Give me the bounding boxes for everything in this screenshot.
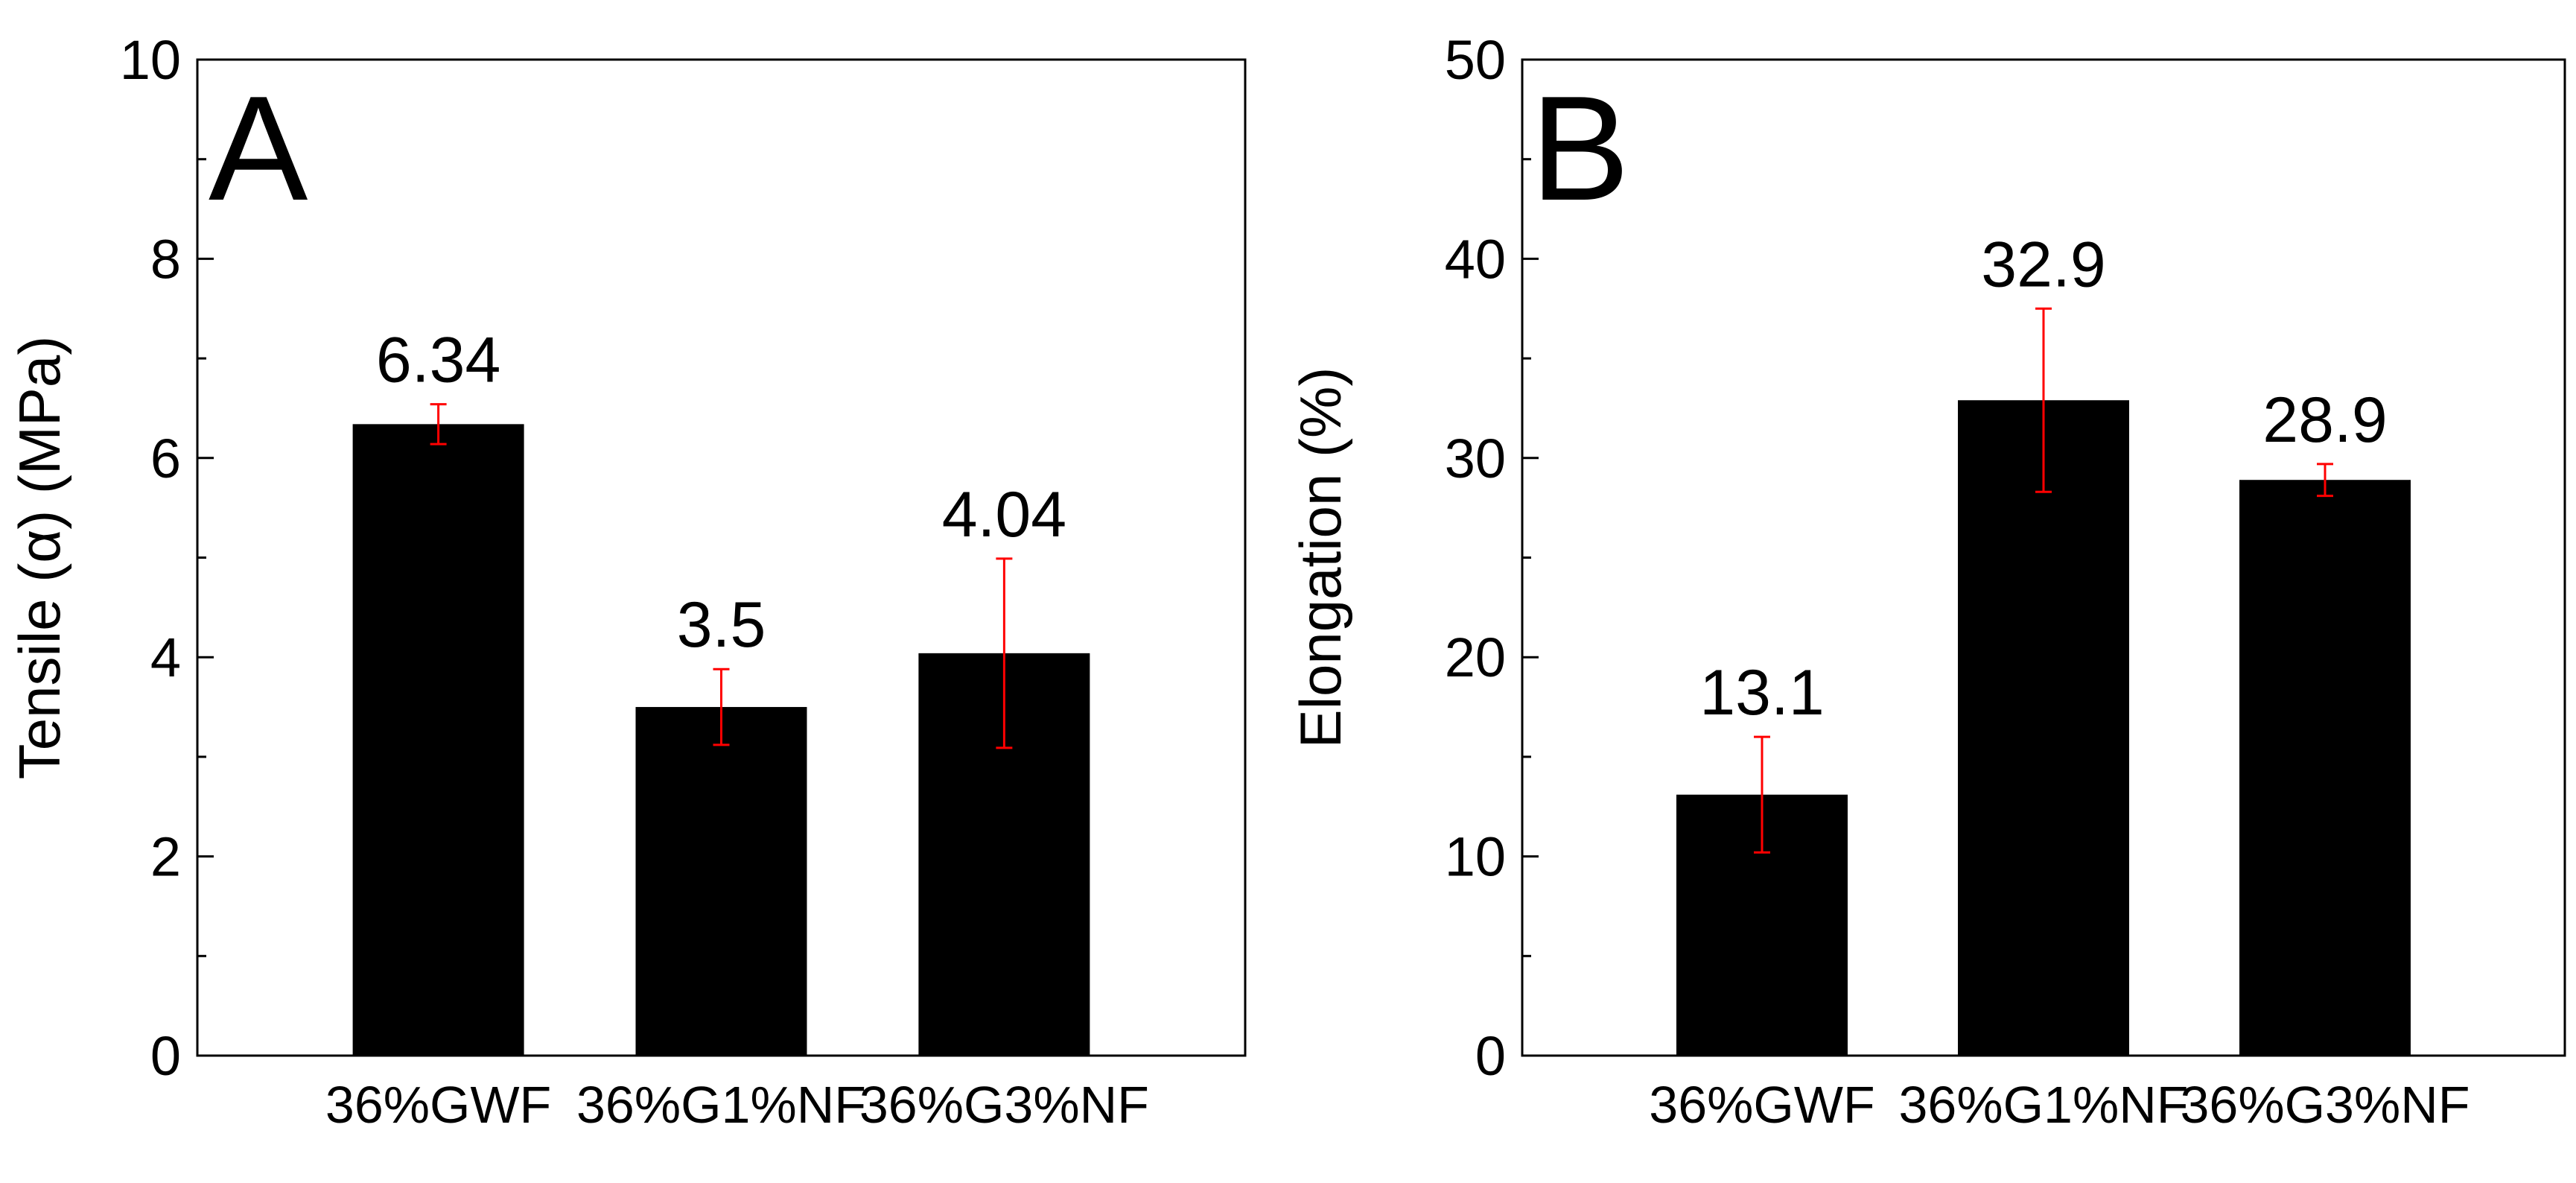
- bar: [352, 424, 524, 1056]
- y-tick-label: 50: [1445, 29, 1506, 91]
- data-label: 6.34: [376, 325, 500, 396]
- x-tick-label: 36%G1%NF: [576, 1076, 866, 1134]
- data-label: 32.9: [1981, 229, 2105, 300]
- y-axis-title: Elongation (%): [1288, 367, 1353, 749]
- x-tick-label: 36%GWF: [325, 1076, 551, 1134]
- data-label: 3.5: [677, 589, 766, 661]
- y-tick-label: 8: [150, 228, 181, 290]
- x-tick-label: 36%G3%NF: [2180, 1076, 2470, 1134]
- bar: [1958, 400, 2129, 1056]
- x-tick-label: 36%G1%NF: [1898, 1076, 2188, 1134]
- y-axis-title: Tensile (α) (MPa): [7, 336, 72, 780]
- data-label: 4.04: [942, 479, 1066, 551]
- data-label: 28.9: [2262, 384, 2387, 456]
- chart-panel-b: 0 10 20 30 40 50 Elongation (%) B 13.1 36%GWF 32.9…: [1288, 29, 2566, 1134]
- bar: [635, 707, 807, 1056]
- y-tick-label: 10: [120, 29, 181, 91]
- y-tick-label: 40: [1445, 228, 1506, 290]
- y-tick-label: 2: [150, 826, 181, 888]
- y-tick-label: 0: [150, 1025, 181, 1087]
- panel-letter: A: [209, 66, 308, 232]
- y-tick-label: 4: [150, 627, 181, 688]
- y-tick-label: 30: [1445, 428, 1506, 489]
- data-label: 13.1: [1699, 657, 1824, 729]
- y-tick-label: 0: [1475, 1025, 1506, 1087]
- bar: [2239, 480, 2411, 1056]
- y-tick-label: 10: [1445, 826, 1506, 888]
- panel-letter: B: [1530, 66, 1629, 232]
- x-tick-label: 36%G3%NF: [859, 1076, 1149, 1134]
- x-tick-label: 36%GWF: [1649, 1076, 1874, 1134]
- y-tick-label: 6: [150, 428, 181, 489]
- chart-panel-a: 0 2 4 6 8 10 Tensile (α) (MPa) A 6.34 36%GWF 3.5 36…: [7, 29, 1247, 1134]
- y-tick-label: 20: [1445, 627, 1506, 688]
